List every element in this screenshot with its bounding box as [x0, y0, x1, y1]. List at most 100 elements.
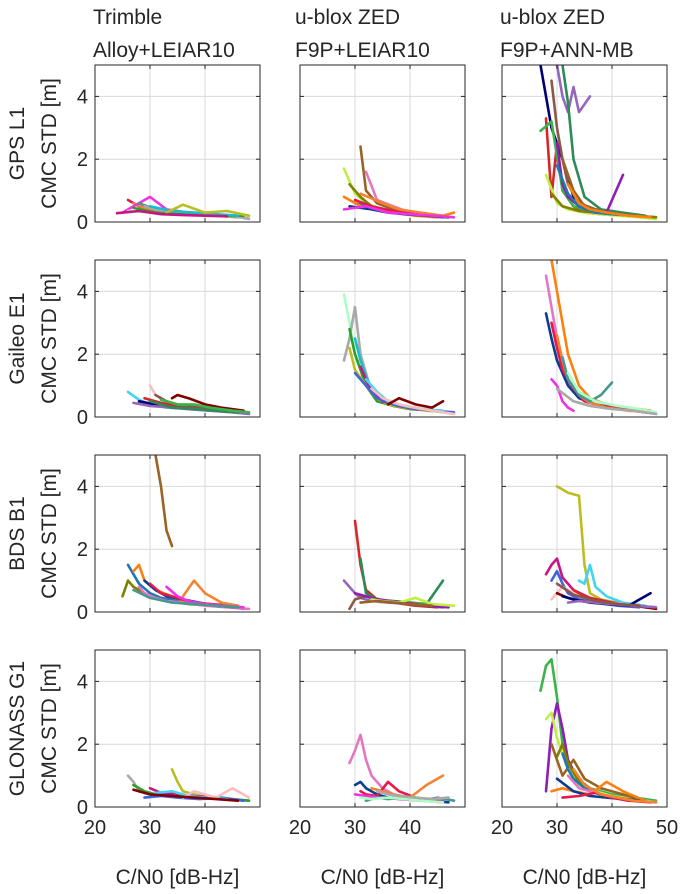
y-tick-label: 0: [77, 407, 88, 429]
y-tick-label: 4: [77, 476, 88, 498]
series-line-10: [386, 396, 445, 409]
series-line-3: [555, 65, 592, 114]
panel-r4-c3: 20 30 40 50: [491, 649, 678, 839]
x-axis-labels: C/N0 [dB-Hz] C/N0 [dB-Hz] C/N0 [dB-Hz]: [116, 866, 647, 889]
x-axis-label-2: C/N0 [dB-Hz]: [321, 866, 445, 889]
series-line-8: [148, 399, 240, 414]
series-group: [342, 145, 456, 219]
series-group: [539, 65, 658, 221]
series-line-10: [115, 209, 229, 218]
series-line-8: [181, 579, 240, 608]
x-axis-label-1: C/N0 [dB-Hz]: [116, 866, 240, 889]
series-line-8: [375, 789, 450, 801]
panel-frame: [501, 64, 668, 223]
series-line-8: [566, 371, 658, 414]
y-tick-label: 2: [77, 344, 88, 366]
series-line-4: [577, 563, 647, 608]
panel-r3-c2: [299, 454, 466, 613]
series-line-9: [165, 203, 251, 217]
series-group: [539, 658, 658, 804]
series-line-10: [555, 582, 641, 608]
x-tick-label: 40: [399, 817, 421, 839]
x-tick-label: 20: [491, 817, 513, 839]
series-group: [544, 485, 658, 611]
row-label-3: BDS B1: [6, 496, 29, 571]
x-tick-label: 20: [289, 817, 311, 839]
y-tick-label: 0: [77, 602, 88, 624]
series-line-12: [566, 183, 652, 219]
x-tick-label: 40: [194, 817, 216, 839]
panel-r1-c3: [501, 64, 668, 223]
panel-frame: [94, 64, 261, 223]
series-line-10: [342, 205, 456, 219]
series-line-10: [132, 588, 240, 609]
series-line-8: [148, 205, 240, 217]
col-title-2-line-1: u-blox ZED: [295, 6, 400, 29]
series-group: [342, 293, 456, 416]
series-line-9: [370, 387, 456, 416]
series-group: [544, 260, 658, 416]
series-line-1: [154, 455, 174, 548]
panel-frame: [299, 259, 466, 418]
series-line-6: [550, 377, 575, 413]
panel-frame: [94, 649, 261, 808]
series-line-7: [359, 796, 445, 804]
y-tick-label: 4: [77, 86, 88, 108]
series-line-7: [561, 355, 614, 403]
series-line-9: [359, 192, 445, 217]
series-line-9: [555, 387, 658, 416]
panel-frame: [501, 259, 668, 418]
series-group: [126, 767, 251, 803]
panel-frame: [94, 454, 261, 613]
y-axis-label-3: CMC STD [m]: [38, 468, 61, 599]
series-group: [121, 455, 251, 611]
y-tick-label: 2: [77, 149, 88, 171]
series-line-1: [550, 260, 652, 413]
panel-frame: [94, 259, 261, 418]
panel-frame: [299, 649, 466, 808]
x-tick-label: 20: [84, 817, 106, 839]
panel-r3-c3: [501, 454, 668, 613]
series-line-4: [550, 742, 647, 803]
panel-r4-c1: 0 2 4 20 30 40: [77, 649, 261, 839]
y-tick-label: 2: [77, 734, 88, 756]
series-group: [348, 733, 456, 804]
panel-r4-c2: 20 30 40: [289, 649, 466, 839]
panel-r1-c2: [299, 64, 466, 223]
panel-frame: [299, 64, 466, 223]
x-tick-label: 30: [344, 817, 366, 839]
panel-r1-c1: 0 2 4: [77, 64, 261, 234]
y-tick-label: 4: [77, 671, 88, 693]
series-group: [115, 195, 251, 221]
series-line-4: [353, 337, 445, 414]
col-title-2-line-2: F9P+LEIAR10: [295, 39, 430, 62]
x-axis-label-3: C/N0 [dB-Hz]: [523, 866, 647, 889]
series-line-9: [159, 398, 251, 414]
series-line-8: [181, 786, 251, 799]
panel-frame: [501, 454, 668, 613]
x-tick-label: 30: [546, 817, 568, 839]
x-tick-label: 30: [139, 817, 161, 839]
series-line-11: [572, 767, 658, 804]
col-title-3-line-2: F9P+ANN-MB: [500, 39, 634, 62]
y-tick-label: 4: [77, 281, 88, 303]
series-line-1: [539, 65, 658, 219]
x-tick-label: 40: [601, 817, 623, 839]
y-axis-label-1: CMC STD [m]: [38, 78, 61, 209]
row-label-1: GPS L1: [6, 107, 29, 181]
y-tick-label: 2: [77, 539, 88, 561]
col-title-3-line-1: u-blox ZED: [500, 6, 605, 29]
row-label-4: GLONASS G1: [6, 661, 29, 796]
series-line-8: [359, 599, 434, 608]
series-line-5: [561, 65, 647, 217]
x-tick-label: 50: [656, 817, 678, 839]
column-titles: Trimble Alloy+LEIAR10 u-blox ZED F9P+LEI…: [93, 6, 634, 62]
panel-r2-c1: 0 2 4: [77, 259, 261, 429]
y-axis-label-2: CMC STD [m]: [38, 273, 61, 404]
y-tick-label: 0: [77, 797, 88, 819]
series-group: [126, 384, 251, 416]
panel-r2-c2: [299, 259, 466, 418]
col-title-1-line-1: Trimble: [93, 6, 162, 29]
